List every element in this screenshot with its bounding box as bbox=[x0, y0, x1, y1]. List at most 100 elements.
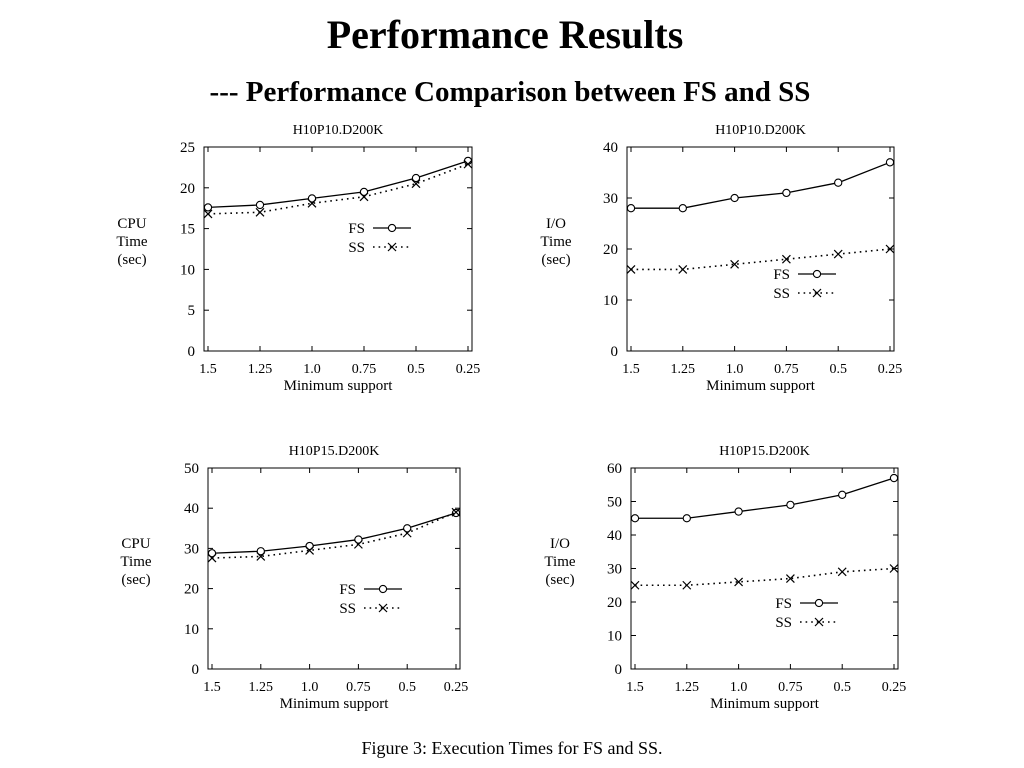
slide-title: Performance Results bbox=[326, 12, 684, 57]
legend-label: FS bbox=[775, 596, 792, 612]
data-point-fs bbox=[838, 490, 847, 499]
figure-caption: Figure 3: Execution Times for FS and SS. bbox=[361, 738, 663, 758]
y-axis-label: CPU bbox=[117, 216, 146, 232]
legend-marker-ss bbox=[812, 288, 822, 298]
chart-4: H10P15.D200K 0 10 20 30 40 50 60 1.5 1.25 1.0 0.75 0… bbox=[544, 444, 906, 712]
x-tick-label: 0.5 bbox=[398, 680, 416, 695]
x-tick-label: 0.5 bbox=[407, 362, 425, 377]
x-tick-label: 0.75 bbox=[352, 362, 377, 377]
data-point-ss bbox=[785, 574, 795, 583]
legend-label: SS bbox=[775, 615, 792, 631]
y-tick-label: 30 bbox=[603, 191, 618, 207]
data-point-fs bbox=[834, 178, 843, 187]
data-point-ss bbox=[305, 545, 315, 555]
y-axis-label: (sec) bbox=[541, 252, 570, 268]
data-point-ss bbox=[678, 264, 688, 274]
data-point-ss bbox=[411, 179, 421, 189]
y-tick-label: 30 bbox=[607, 562, 622, 578]
data-point-ss bbox=[730, 259, 740, 269]
data-point-ss bbox=[307, 198, 317, 208]
y-axis-label: CPU bbox=[121, 536, 150, 552]
y-axis-label: (sec) bbox=[117, 252, 146, 268]
y-tick-label: 20 bbox=[607, 595, 622, 611]
x-axis-label: Minimum support bbox=[284, 378, 394, 394]
x-tick-label: 0.5 bbox=[833, 680, 851, 695]
plot-frame bbox=[203, 146, 473, 352]
legend-label: SS bbox=[339, 601, 356, 617]
chart-title: H10P10.D200K bbox=[715, 123, 806, 138]
data-point-fs bbox=[885, 158, 895, 167]
y-tick-label: 40 bbox=[603, 140, 618, 156]
x-tick-label: 0.75 bbox=[346, 680, 371, 695]
chart-title: H10P15.D200K bbox=[719, 444, 810, 459]
y-axis-label: Time bbox=[120, 554, 151, 570]
x-tick-label: 0.25 bbox=[444, 680, 469, 695]
y-tick-label: 20 bbox=[180, 181, 195, 197]
x-tick-label: 0.75 bbox=[778, 680, 803, 695]
x-tick-label: 1.5 bbox=[199, 362, 217, 377]
y-axis-label: Time bbox=[116, 234, 147, 250]
data-point-fs bbox=[307, 194, 317, 203]
data-point-ss bbox=[889, 564, 899, 573]
data-point-ss bbox=[781, 254, 791, 264]
data-point-ss bbox=[353, 539, 363, 549]
x-axis-label: Minimum support bbox=[710, 696, 820, 712]
data-point-fs bbox=[255, 200, 265, 210]
x-axis-label: Minimum support bbox=[280, 696, 390, 712]
data-point-fs bbox=[403, 524, 412, 533]
data-point-fs bbox=[207, 549, 217, 558]
x-tick-label: 0.75 bbox=[774, 362, 799, 377]
y-tick-label: 0 bbox=[615, 662, 623, 678]
series-line-fs bbox=[631, 161, 891, 209]
data-point-fs bbox=[730, 193, 739, 203]
y-tick-label: 20 bbox=[184, 582, 199, 598]
x-tick-label: 1.25 bbox=[249, 680, 274, 695]
x-tick-label: 1.25 bbox=[675, 680, 700, 695]
data-point-fs bbox=[203, 203, 213, 212]
y-tick-label: 30 bbox=[184, 541, 199, 557]
data-point-ss bbox=[255, 207, 265, 217]
plot-frame bbox=[630, 467, 899, 670]
series-line-fs bbox=[207, 160, 469, 209]
data-point-ss bbox=[837, 567, 847, 577]
legend-marker-fs bbox=[387, 223, 397, 233]
y-tick-label: 15 bbox=[180, 222, 195, 238]
chart-title: H10P10.D200K bbox=[293, 123, 384, 138]
data-point-fs bbox=[682, 514, 691, 523]
legend-marker-ss bbox=[387, 242, 397, 252]
chart-title: H10P15.D200K bbox=[289, 444, 380, 459]
y-axis-label: I/O bbox=[546, 216, 566, 232]
y-tick-label: 0 bbox=[611, 344, 619, 360]
data-point-ss bbox=[402, 528, 412, 538]
legend-label: SS bbox=[773, 286, 790, 302]
y-tick-label: 5 bbox=[188, 303, 196, 319]
legend-marker-ss bbox=[814, 617, 824, 627]
x-axis-label: Minimum support bbox=[706, 378, 816, 394]
series-line-ss bbox=[631, 248, 891, 271]
legend-label: FS bbox=[348, 221, 365, 237]
data-point-fs bbox=[256, 547, 265, 556]
y-tick-label: 10 bbox=[180, 262, 195, 278]
data-point-fs bbox=[626, 204, 636, 213]
data-point-ss bbox=[463, 159, 473, 169]
data-point-ss bbox=[885, 244, 895, 254]
series-line-ss bbox=[635, 567, 895, 587]
chart-1: H10P10.D200K 0 5 10 15 20 25 1.5 1.25 1.0 0.75 0.5 0… bbox=[116, 123, 480, 394]
x-tick-label: 1.0 bbox=[726, 362, 744, 377]
x-tick-label: 1.5 bbox=[622, 362, 640, 377]
data-point-ss bbox=[734, 577, 744, 587]
legend-marker-ss bbox=[378, 603, 388, 613]
data-point-ss bbox=[359, 192, 369, 202]
data-point-fs bbox=[359, 187, 369, 197]
y-tick-label: 60 bbox=[607, 461, 622, 477]
series-line-fs bbox=[635, 477, 895, 519]
y-axis-label: (sec) bbox=[545, 572, 574, 588]
x-tick-label: 1.5 bbox=[203, 680, 221, 695]
data-point-ss bbox=[682, 580, 692, 590]
y-tick-label: 25 bbox=[180, 140, 195, 156]
data-point-ss bbox=[630, 580, 640, 590]
x-tick-label: 1.0 bbox=[730, 680, 748, 695]
chart-2: H10P10.D200K 0 10 20 30 40 1.5 1.25 1.0 0.75 0.5 0.… bbox=[540, 123, 902, 394]
y-axis-label: Time bbox=[540, 234, 571, 250]
